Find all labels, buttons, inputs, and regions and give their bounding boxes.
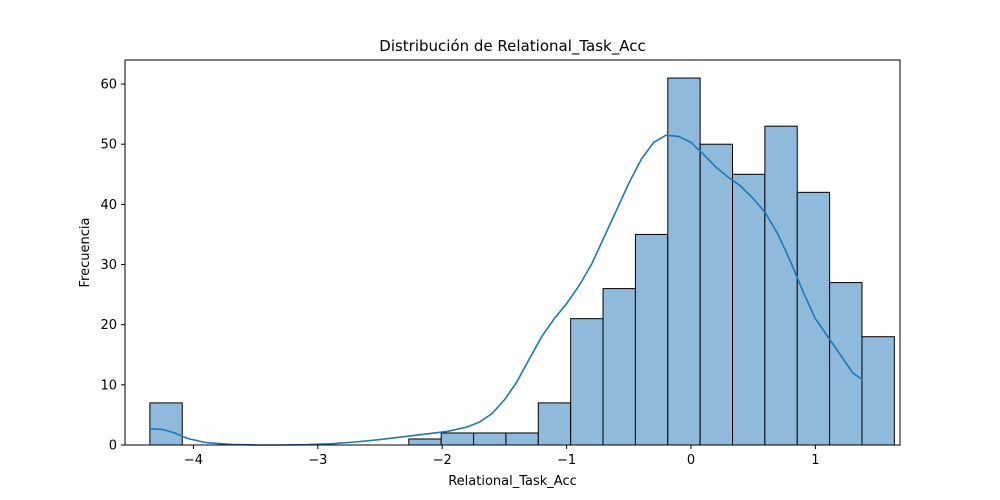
x-axis: −4 −3 −2 −1 0 1 [184, 445, 820, 468]
histogram-bar [634, 233, 669, 446]
x-axis-label: Relational_Task_Acc [448, 474, 577, 489]
histogram-bar [861, 336, 895, 446]
x-tick-label: −1 [557, 453, 576, 468]
y-tick-label: 50 [100, 138, 117, 153]
histogram-bar [667, 77, 701, 446]
histogram-bar [505, 432, 539, 446]
x-tick-label: −3 [308, 453, 327, 468]
y-tick-label: 30 [100, 258, 117, 273]
y-axis: 0 10 20 30 40 50 60 [100, 78, 125, 454]
histogram-bars [149, 77, 895, 446]
x-tick-label: 0 [687, 453, 695, 468]
histogram-bar [699, 143, 734, 446]
x-tick-label: −2 [433, 453, 452, 468]
histogram-bar [796, 191, 831, 446]
y-tick-label: 60 [100, 78, 117, 93]
chart-title: Distribución de Relational_Task_Acc [379, 37, 645, 56]
histogram-bar [570, 318, 604, 446]
y-tick-label: 10 [100, 378, 117, 393]
histogram-bar [764, 125, 798, 446]
histogram-bar [149, 402, 183, 446]
x-tick-label: 1 [811, 453, 819, 468]
plot-frame [124, 59, 901, 446]
histogram-bar [408, 438, 442, 446]
y-tick-label: 20 [100, 318, 117, 333]
x-tick-label: −4 [184, 453, 203, 468]
histogram-bar [440, 432, 475, 446]
y-tick-label: 0 [109, 439, 117, 454]
histogram-bar [732, 173, 766, 446]
histogram-bar [602, 288, 636, 446]
histogram-bar [537, 402, 572, 446]
histogram-bar [473, 432, 507, 446]
y-tick-label: 40 [100, 198, 117, 213]
y-axis-label: Frecuencia [78, 218, 93, 288]
